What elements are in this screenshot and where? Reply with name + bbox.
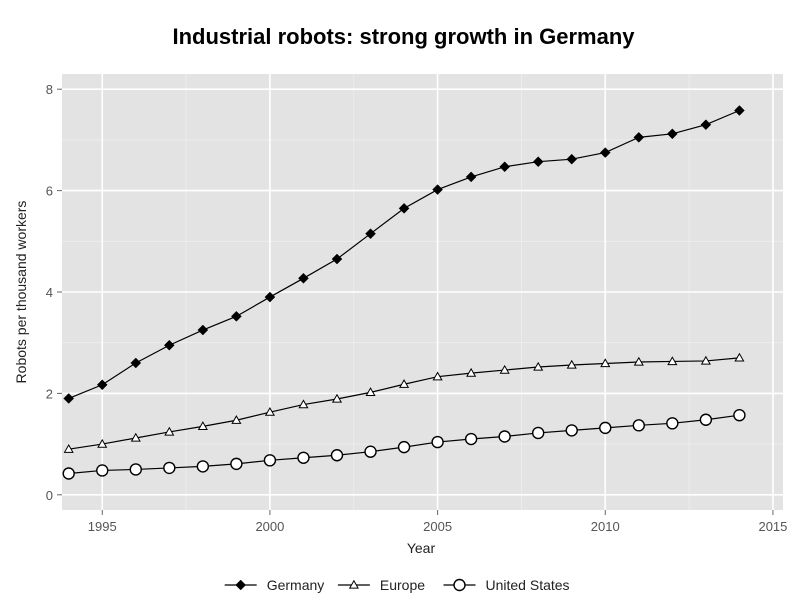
data-point: [164, 426, 175, 436]
data-point: [498, 430, 511, 443]
data-point: [264, 406, 275, 416]
data-point: [163, 339, 175, 351]
legend-entry: United States: [443, 577, 570, 593]
legend: Germany Europe United States: [224, 577, 570, 593]
legend-label: Germany: [267, 577, 325, 593]
data-point: [331, 393, 343, 403]
data-point: [466, 367, 477, 377]
series-layer: [62, 105, 746, 480]
data-point: [431, 435, 444, 449]
x-tick-label: 1995: [88, 519, 117, 534]
axes: 0 2 4 6 8 1995 2000 2005 2010 2015: [46, 82, 788, 534]
x-axis-label: Year: [407, 540, 436, 556]
y-tick-label: 2: [46, 386, 53, 401]
data-point: [231, 415, 242, 424]
data-point: [667, 356, 678, 366]
data-point: [197, 324, 209, 336]
series-germany: [63, 105, 745, 404]
legend-label: United States: [486, 577, 570, 593]
legend-entry: Germany: [224, 577, 325, 593]
data-point: [532, 156, 544, 168]
data-point: [62, 467, 75, 480]
data-point: [364, 445, 377, 458]
legend-marker: [453, 578, 466, 592]
data-point: [566, 359, 577, 369]
data-point: [599, 147, 611, 158]
data-point: [600, 358, 611, 368]
data-point: [464, 432, 478, 446]
data-point: [565, 424, 578, 437]
data-point: [700, 119, 712, 131]
data-point: [63, 393, 75, 404]
data-point: [96, 464, 109, 477]
data-point: [97, 438, 108, 448]
x-tick-label: 2015: [758, 519, 787, 534]
data-point: [632, 419, 645, 432]
data-point: [531, 426, 545, 440]
data-point: [633, 132, 645, 143]
data-point: [163, 461, 176, 475]
data-point: [699, 413, 713, 426]
data-point: [666, 128, 678, 140]
data-point: [130, 432, 141, 442]
data-point: [298, 272, 309, 284]
y-tick-label: 6: [46, 184, 53, 199]
data-point: [566, 153, 578, 165]
data-point: [365, 387, 376, 397]
data-point: [465, 171, 477, 183]
y-axis-label: Robots per thousand workers: [13, 201, 29, 384]
data-point: [734, 352, 745, 362]
x-tick-label: 2000: [255, 519, 284, 534]
data-point: [499, 364, 510, 374]
x-tick-label: 2005: [423, 519, 452, 534]
data-point: [63, 443, 74, 453]
data-point: [330, 449, 344, 462]
y-tick-label: 4: [46, 285, 53, 300]
y-tick-label: 0: [46, 488, 53, 503]
data-point: [432, 371, 443, 381]
data-point: [633, 356, 644, 366]
data-point: [130, 357, 142, 369]
data-point: [331, 253, 343, 265]
series-europe: [63, 352, 745, 453]
data-point: [733, 408, 746, 422]
data-point: [666, 417, 679, 430]
data-point: [398, 379, 410, 388]
data-point: [263, 454, 277, 467]
legend-label: Europe: [380, 577, 425, 593]
data-point: [297, 451, 310, 464]
data-point: [397, 440, 411, 454]
data-point: [231, 310, 242, 322]
data-point: [432, 184, 443, 195]
x-tick-label: 2010: [591, 519, 620, 534]
legend-marker: [235, 579, 247, 591]
data-point: [533, 361, 544, 371]
data-point: [196, 460, 210, 473]
series-united-states: [62, 408, 746, 480]
legend-entry: Europe: [337, 577, 425, 593]
data-point: [129, 463, 142, 476]
data-point: [700, 355, 711, 365]
data-point: [398, 202, 410, 214]
chart-title: Industrial robots: strong growth in Germ…: [172, 24, 635, 49]
legend-marker: [348, 579, 359, 589]
data-point: [365, 228, 376, 240]
data-point: [599, 421, 612, 435]
data-point: [264, 291, 276, 303]
data-point: [499, 161, 511, 173]
data-point: [197, 421, 208, 430]
data-point: [298, 399, 309, 409]
data-point: [734, 105, 745, 116]
y-tick-label: 8: [46, 82, 53, 97]
data-point: [96, 379, 108, 391]
data-point: [230, 457, 243, 471]
